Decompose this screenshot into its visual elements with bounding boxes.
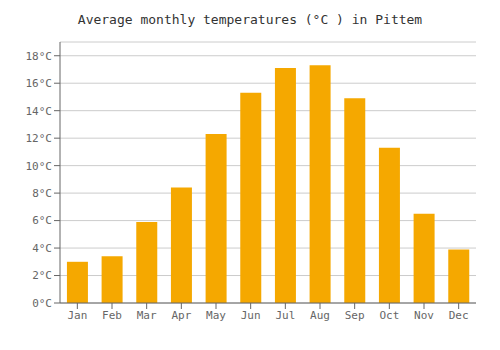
svg-text:May: May	[206, 309, 226, 322]
html-text:Average monthly temperatures (: Average monthly temperatures (°C ) in Pi…	[77, 12, 423, 27]
svg-text:14°C: 14°C	[26, 105, 53, 118]
svg-text:Jan: Jan	[67, 309, 87, 322]
svg-text:Sep: Sep	[345, 309, 365, 322]
svg-text:10°C: 10°C	[26, 160, 53, 173]
svg-text:Dec: Dec	[449, 309, 469, 322]
svg-text:Apr: Apr	[171, 309, 191, 322]
svg-text:Jul: Jul	[275, 309, 295, 322]
svg-text:Mar: Mar	[137, 309, 157, 322]
svg-text:Jun: Jun	[241, 309, 261, 322]
svg-text:8°C: 8°C	[32, 187, 52, 200]
svg-text:18°C: 18°C	[26, 50, 53, 63]
svg-text:2°C: 2°C	[32, 269, 52, 282]
svg-text:16°C: 16°C	[26, 77, 53, 90]
svg-text:4°C: 4°C	[32, 242, 52, 255]
svg-text:Oct: Oct	[379, 309, 399, 322]
svg-text:Feb: Feb	[102, 309, 122, 322]
svg-text:6°C: 6°C	[32, 214, 52, 227]
svg-text:0°C: 0°C	[32, 297, 52, 310]
svg-text:12°C: 12°C	[26, 132, 53, 145]
svg-text:Aug: Aug	[310, 309, 330, 322]
svg-text:Nov: Nov	[414, 309, 434, 322]
